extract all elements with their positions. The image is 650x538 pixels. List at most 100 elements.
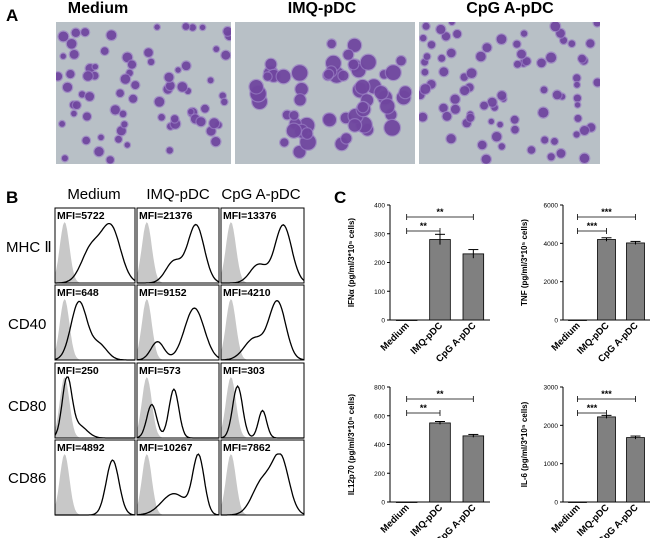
cell-nucleus bbox=[419, 112, 428, 122]
cell-nucleus bbox=[374, 86, 388, 100]
cell-nucleus bbox=[302, 128, 313, 139]
mfi-label: MFI=250 bbox=[57, 365, 99, 377]
mfi-label: MFI=5722 bbox=[57, 210, 105, 222]
micro-title-cpg: CpG A-pDC bbox=[466, 0, 554, 17]
cell-nucleus bbox=[488, 118, 494, 125]
cell-nucleus bbox=[541, 136, 549, 144]
cell-nucleus bbox=[466, 113, 475, 122]
cell-nucleus bbox=[552, 90, 562, 100]
cell-nucleus bbox=[295, 83, 308, 96]
isotype-histogram bbox=[55, 454, 135, 515]
cell-nucleus bbox=[476, 51, 486, 62]
cell-nucleus bbox=[573, 94, 581, 102]
category-label: Medium bbox=[379, 320, 412, 353]
stain-histogram bbox=[136, 453, 220, 516]
mfi-label: MFI=4892 bbox=[57, 442, 105, 454]
sig-label: *** bbox=[601, 207, 612, 217]
cell-nucleus bbox=[177, 82, 188, 92]
cell-nucleus bbox=[72, 101, 81, 109]
cell-nucleus bbox=[593, 22, 600, 27]
cell-nucleus bbox=[116, 126, 126, 136]
cell-nucleus bbox=[439, 67, 449, 77]
micrograph-cpg-pdc bbox=[419, 22, 600, 164]
cell-nucleus bbox=[158, 114, 165, 121]
bar bbox=[568, 319, 587, 321]
histogram-frame bbox=[54, 362, 136, 439]
cell-nucleus bbox=[449, 22, 455, 25]
bar bbox=[395, 319, 418, 321]
y-tick-label: 300 bbox=[374, 231, 385, 238]
cell-nucleus bbox=[586, 39, 595, 48]
cell-nucleus bbox=[423, 53, 431, 60]
histogram-frame bbox=[54, 439, 136, 516]
y-tick-label: 0 bbox=[554, 318, 558, 325]
cell-nucleus bbox=[348, 119, 361, 132]
y-tick-label: 800 bbox=[374, 385, 385, 392]
histogram-frame bbox=[136, 362, 220, 439]
cell-nucleus bbox=[127, 60, 137, 69]
cell-nucleus bbox=[347, 38, 362, 52]
cell-nucleus bbox=[175, 67, 181, 73]
sig-label: ** bbox=[436, 207, 444, 217]
cell-nucleus bbox=[482, 43, 492, 52]
hist-col-medium: Medium bbox=[67, 186, 121, 203]
cell-nucleus bbox=[106, 156, 114, 164]
cell-nucleus bbox=[497, 121, 503, 128]
cell-nucleus bbox=[384, 120, 400, 136]
cell-nucleus bbox=[574, 102, 581, 108]
stain-histogram bbox=[55, 222, 136, 284]
cell-nucleus bbox=[189, 24, 196, 31]
cell-nucleus bbox=[441, 32, 451, 41]
stain-histogram bbox=[136, 307, 220, 361]
panel-c-letter: C bbox=[334, 188, 347, 207]
cell-nucleus bbox=[420, 84, 431, 94]
cell-nucleus bbox=[537, 58, 546, 68]
cell-nucleus bbox=[527, 146, 536, 154]
cell-nucleus bbox=[521, 30, 528, 37]
y-tick-label: 4000 bbox=[544, 241, 559, 248]
cell-nucleus bbox=[510, 115, 519, 124]
micro-title-medium: Medium bbox=[67, 0, 129, 17]
cell-nucleus bbox=[517, 49, 526, 59]
cell-nucleus bbox=[450, 94, 460, 104]
histogram-frame bbox=[136, 284, 220, 361]
cell-nucleus bbox=[422, 22, 430, 30]
cell-nucleus bbox=[119, 110, 127, 118]
isotype-histogram bbox=[137, 377, 219, 438]
isotype-histogram bbox=[137, 299, 219, 360]
y-tick-label: 0 bbox=[381, 500, 385, 507]
cell-nucleus bbox=[294, 94, 306, 106]
cell-nucleus bbox=[94, 147, 104, 157]
cell-nucleus bbox=[355, 79, 370, 94]
cell-nucleus bbox=[513, 40, 521, 48]
cell-nucleus bbox=[360, 54, 376, 70]
sig-label: ** bbox=[420, 221, 428, 231]
cell-nucleus bbox=[196, 117, 206, 127]
mfi-label: MFI=13376 bbox=[223, 210, 277, 222]
cell-nucleus bbox=[324, 69, 334, 79]
cell-nucleus bbox=[223, 27, 231, 36]
cell-nucleus bbox=[59, 121, 65, 127]
stain-histogram bbox=[221, 300, 305, 361]
cell-nucleus bbox=[62, 82, 73, 92]
cell-nucleus bbox=[106, 30, 117, 40]
histogram-frame bbox=[220, 207, 305, 284]
cell-nucleus bbox=[166, 147, 173, 154]
cell-nucleus bbox=[538, 107, 549, 118]
cell-nucleus bbox=[69, 50, 79, 59]
cell-nucleus bbox=[221, 50, 231, 60]
cell-nucleus bbox=[219, 92, 226, 99]
cell-nucleus bbox=[578, 54, 586, 63]
cell-nucleus bbox=[82, 136, 90, 145]
cell-nucleus bbox=[574, 114, 582, 122]
cell-nucleus bbox=[147, 58, 155, 66]
sig-label: ** bbox=[420, 403, 428, 413]
y-axis-label: TNF (pg/ml/3*10⁵ cells) bbox=[520, 219, 529, 306]
cell-nucleus bbox=[121, 121, 128, 128]
cell-nucleus bbox=[511, 125, 519, 134]
